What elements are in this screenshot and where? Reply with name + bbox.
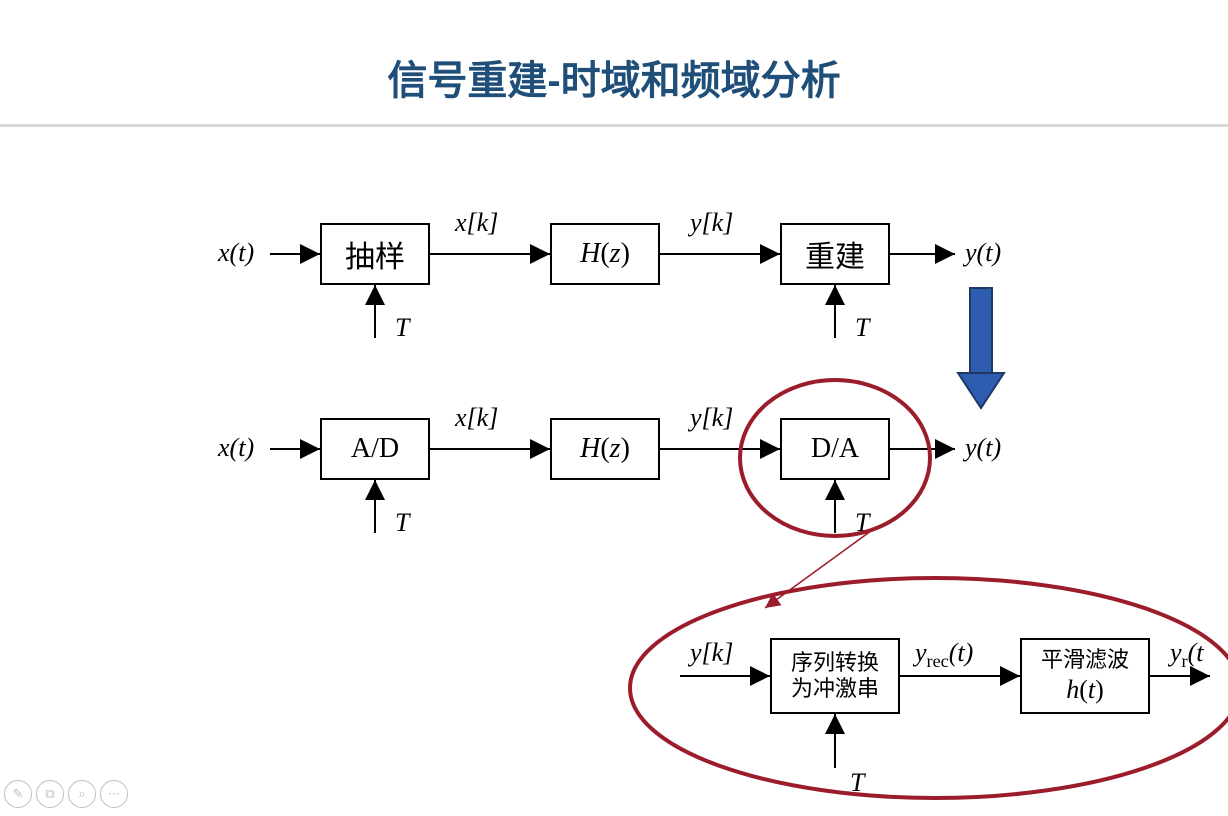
row2-input-label: x(t) (218, 433, 254, 463)
row2-box-ad: A/D (320, 418, 430, 480)
row1-T2-label: T (855, 313, 869, 343)
detail-T-label: T (850, 768, 864, 798)
detail-input-label: y[k] (690, 638, 733, 668)
detail-box1-line2: 为冲激串 (791, 676, 879, 702)
row2-T1-label: T (395, 508, 409, 538)
row2-box-hz: H(z) (550, 418, 660, 480)
signal-diagram: 抽样 H(z) 重建 x(t) x[k] y[k] y(t) T T A/D H… (0, 48, 1228, 816)
row2-output-label: y(t) (965, 433, 1001, 463)
highlight-connector (765, 528, 875, 608)
highlight-arrow (958, 288, 1004, 408)
row1-mid2-label: y[k] (690, 208, 733, 238)
detail-box-filter: 平滑滤波 h(t) (1020, 638, 1150, 714)
row2-mid2-label: y[k] (690, 403, 733, 433)
row1-box-sample: 抽样 (320, 223, 430, 285)
row1-mid1-label: x[k] (455, 208, 498, 238)
row1-box-reconstruct: 重建 (780, 223, 890, 285)
slide-toolbar: ✎ ⧉ ⌕ ⋯ (0, 780, 128, 808)
row1-input-label: x(t) (218, 238, 254, 268)
row1-box-hz: H(z) (550, 223, 660, 285)
row2-box-da: D/A (780, 418, 890, 480)
detail-output-label: yr(t (1170, 638, 1204, 672)
detail-box1-line1: 序列转换 (791, 650, 879, 676)
more-icon[interactable]: ⋯ (100, 780, 128, 808)
row1-output-label: y(t) (965, 238, 1001, 268)
row2-mid1-label: x[k] (455, 403, 498, 433)
row1-T1-label: T (395, 313, 409, 343)
detail-mid-label: yrec(t) (915, 638, 973, 672)
detail-box2-line1: 平滑滤波 (1041, 647, 1129, 673)
detail-box-seq: 序列转换 为冲激串 (770, 638, 900, 714)
row2-T2-label: T (855, 508, 869, 538)
copy-icon[interactable]: ⧉ (36, 780, 64, 808)
search-icon[interactable]: ⌕ (68, 780, 96, 808)
pen-icon[interactable]: ✎ (4, 780, 32, 808)
